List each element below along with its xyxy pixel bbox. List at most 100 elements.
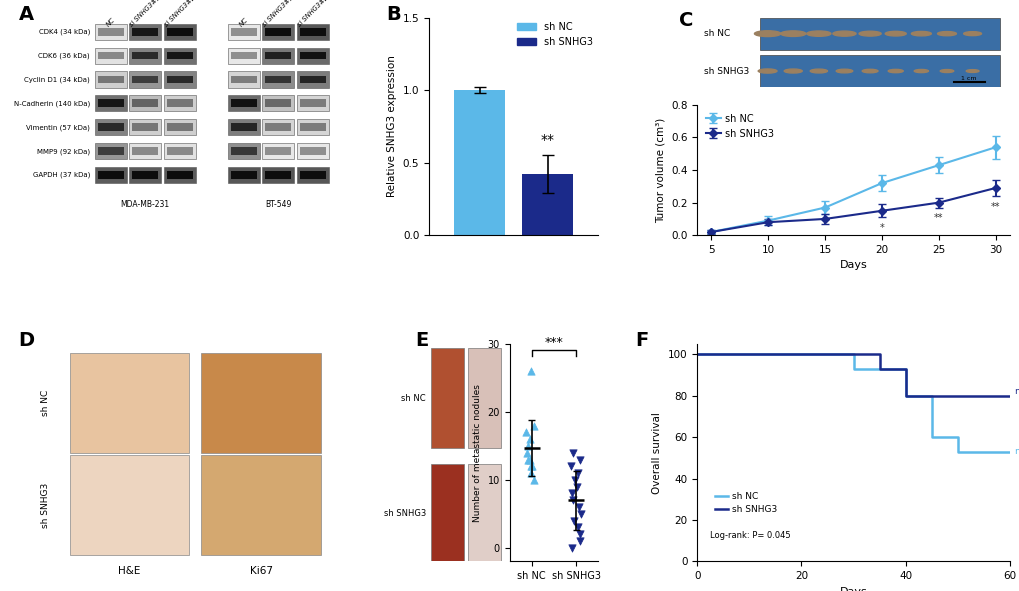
Text: sh SNHG3: sh SNHG3 bbox=[383, 509, 426, 518]
Bar bbox=[262, 24, 294, 40]
sh NC bbox=[691, 351, 703, 358]
Bar bbox=[163, 47, 196, 64]
Bar bbox=[265, 147, 291, 155]
Bar bbox=[265, 171, 291, 179]
Point bbox=[520, 455, 536, 465]
Point bbox=[526, 421, 542, 430]
Bar bbox=[132, 99, 158, 108]
Text: Cyclin D1 (34 kDa): Cyclin D1 (34 kDa) bbox=[24, 76, 90, 83]
Bar bbox=[166, 99, 193, 108]
Point bbox=[564, 543, 580, 553]
Point bbox=[564, 489, 580, 498]
FancyBboxPatch shape bbox=[467, 463, 500, 564]
Circle shape bbox=[913, 70, 927, 73]
Bar bbox=[95, 167, 126, 183]
Bar bbox=[95, 24, 126, 40]
Point bbox=[572, 537, 588, 546]
Line: sh NC: sh NC bbox=[697, 355, 1009, 452]
Circle shape bbox=[780, 31, 805, 37]
Bar bbox=[132, 171, 158, 179]
Bar bbox=[163, 24, 196, 40]
sh NC bbox=[1003, 448, 1015, 455]
Text: n= 15: n= 15 bbox=[1014, 387, 1019, 396]
Text: **: ** bbox=[989, 202, 1000, 212]
Bar bbox=[230, 147, 257, 155]
Bar bbox=[265, 28, 291, 35]
Text: si SNHG3#2: si SNHG3#2 bbox=[163, 0, 196, 28]
sh NC bbox=[924, 434, 936, 441]
Point bbox=[522, 455, 538, 465]
Bar bbox=[95, 119, 126, 135]
Text: D: D bbox=[18, 331, 35, 350]
Circle shape bbox=[963, 32, 980, 35]
X-axis label: Days: Days bbox=[839, 261, 866, 271]
Bar bbox=[163, 167, 196, 183]
Bar bbox=[166, 76, 193, 83]
Text: GAPDH (37 kDa): GAPDH (37 kDa) bbox=[33, 172, 90, 178]
Y-axis label: Tumor volume (cm³): Tumor volume (cm³) bbox=[655, 118, 664, 223]
sh NC bbox=[899, 392, 911, 400]
Bar bbox=[163, 119, 196, 135]
Text: n= 15: n= 15 bbox=[1014, 447, 1019, 456]
Text: A: A bbox=[18, 5, 34, 24]
Circle shape bbox=[858, 31, 880, 36]
Bar bbox=[300, 99, 326, 108]
sh SNHG3 bbox=[872, 351, 884, 358]
sh SNHG3 bbox=[691, 351, 703, 358]
Bar bbox=[300, 147, 326, 155]
Text: F: F bbox=[634, 331, 647, 350]
Bar bbox=[297, 47, 328, 64]
Text: ***: *** bbox=[544, 336, 562, 349]
Text: sh NC: sh NC bbox=[401, 394, 426, 403]
Bar bbox=[262, 119, 294, 135]
Bar bbox=[297, 119, 328, 135]
Bar bbox=[95, 47, 126, 64]
FancyBboxPatch shape bbox=[430, 348, 464, 449]
FancyBboxPatch shape bbox=[430, 463, 464, 564]
Bar bbox=[166, 171, 193, 179]
Bar bbox=[230, 76, 257, 83]
Circle shape bbox=[784, 69, 802, 73]
Point bbox=[521, 434, 537, 444]
FancyBboxPatch shape bbox=[201, 455, 321, 555]
X-axis label: Days: Days bbox=[839, 587, 866, 591]
Point bbox=[562, 462, 579, 471]
Bar bbox=[132, 51, 158, 60]
Circle shape bbox=[965, 70, 978, 73]
Legend: sh NC, sh SNHG3: sh NC, sh SNHG3 bbox=[701, 110, 776, 142]
Circle shape bbox=[809, 69, 826, 73]
Bar bbox=[265, 51, 291, 60]
Point bbox=[522, 469, 538, 478]
Point bbox=[519, 448, 535, 457]
Text: C: C bbox=[678, 11, 692, 30]
Text: si SNHG3#2: si SNHG3#2 bbox=[296, 0, 329, 28]
Text: sh SNHG3: sh SNHG3 bbox=[41, 482, 50, 528]
Circle shape bbox=[757, 69, 776, 73]
Bar bbox=[129, 24, 161, 40]
FancyBboxPatch shape bbox=[69, 455, 190, 555]
Bar bbox=[98, 76, 123, 83]
FancyBboxPatch shape bbox=[759, 18, 1000, 50]
Point bbox=[525, 475, 541, 485]
Bar bbox=[98, 124, 123, 131]
Circle shape bbox=[861, 69, 877, 73]
Bar bbox=[129, 119, 161, 135]
Bar bbox=[163, 95, 196, 112]
Circle shape bbox=[936, 31, 956, 35]
Point bbox=[573, 509, 589, 519]
Circle shape bbox=[940, 70, 953, 73]
Bar bbox=[300, 124, 326, 131]
Bar bbox=[262, 167, 294, 183]
FancyBboxPatch shape bbox=[201, 353, 321, 453]
FancyBboxPatch shape bbox=[759, 55, 1000, 87]
Bar bbox=[129, 47, 161, 64]
Bar bbox=[98, 51, 123, 60]
Point bbox=[567, 475, 583, 485]
Text: Ki67: Ki67 bbox=[250, 566, 272, 576]
Bar bbox=[166, 28, 193, 35]
Bar bbox=[163, 143, 196, 160]
Legend: sh NC, sh SNHG3: sh NC, sh SNHG3 bbox=[710, 488, 780, 518]
Bar bbox=[227, 24, 260, 40]
Point bbox=[522, 366, 538, 376]
sh NC bbox=[743, 351, 755, 358]
